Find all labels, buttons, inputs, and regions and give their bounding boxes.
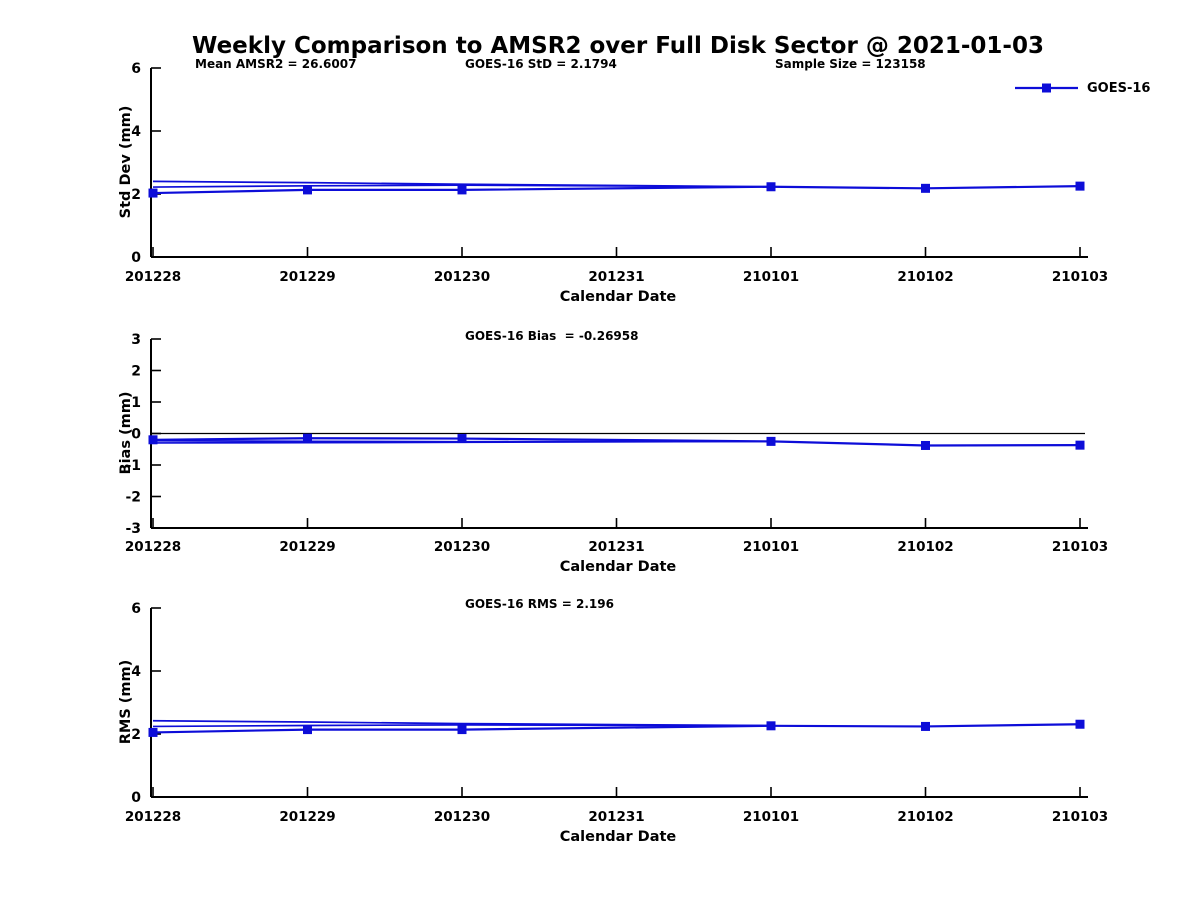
series-line <box>152 437 1081 447</box>
x-axis-title-2: Calendar Date <box>559 559 677 575</box>
x-tick-label: 201231 <box>588 539 644 555</box>
x-tick-label: 201228 <box>125 269 181 285</box>
y-tick-label: 1 <box>131 395 141 411</box>
data-point-marker <box>457 725 467 735</box>
stat-goes16-rms: GOES-16 RMS = 2.196 <box>465 597 614 611</box>
y-tick-label: 0 <box>131 250 141 266</box>
series-line <box>152 723 1081 734</box>
x-tick-label: 210103 <box>1052 539 1108 555</box>
data-point-marker <box>921 183 930 193</box>
data-point-marker <box>921 440 930 450</box>
y-axis-title-rms: RMS (mm) <box>118 659 134 745</box>
x-tick-label: 201231 <box>588 809 644 825</box>
x-tick-label: 210102 <box>897 809 953 825</box>
stat-sample-size: Sample Size = 123158 <box>775 57 926 71</box>
series-line <box>152 185 1081 195</box>
data-point-marker <box>303 185 312 195</box>
x-tick-label: 201228 <box>125 539 181 555</box>
y-tick-label: -1 <box>125 458 141 474</box>
y-tick-label: 6 <box>131 601 141 617</box>
y-axis-title-stddev: Std Dev (mm) <box>118 105 134 219</box>
y-tick-label: 3 <box>131 332 141 348</box>
x-tick-label: 201230 <box>434 539 490 555</box>
data-point-marker <box>457 434 467 444</box>
x-axis-title-1: Calendar Date <box>559 289 677 305</box>
stat-mean-amsr2: Mean AMSR2 = 26.6007 <box>195 57 357 71</box>
data-point-marker <box>148 727 158 737</box>
stat-goes16-bias: GOES-16 Bias = -0.26958 <box>465 329 639 343</box>
legend-marker <box>1042 83 1051 93</box>
data-point-marker <box>1075 719 1085 729</box>
x-axis-title-3: Calendar Date <box>559 829 677 845</box>
data-point-marker <box>303 433 312 443</box>
y-tick-label: 6 <box>131 61 141 77</box>
y-tick-label: 4 <box>131 124 141 140</box>
x-tick-label: 210103 <box>1052 269 1108 285</box>
data-point-marker <box>766 436 776 446</box>
x-tick-label: 210102 <box>897 269 953 285</box>
x-tick-label: 201228 <box>125 809 181 825</box>
data-point-marker <box>766 721 776 731</box>
x-tick-label: 210102 <box>897 539 953 555</box>
data-point-marker <box>457 185 467 195</box>
data-point-marker <box>303 725 312 735</box>
data-point-marker <box>1075 440 1085 450</box>
x-tick-label: 201229 <box>279 539 335 555</box>
data-point-marker <box>921 721 930 731</box>
x-tick-label: 201231 <box>588 269 644 285</box>
data-point-marker <box>766 182 776 192</box>
x-tick-label: 210101 <box>743 269 799 285</box>
x-tick-label: 201230 <box>434 269 490 285</box>
y-tick-label: 2 <box>131 364 141 380</box>
y-tick-label: -2 <box>125 490 141 506</box>
series-line <box>152 440 772 444</box>
y-tick-label: 2 <box>131 727 141 743</box>
series-line <box>152 180 772 188</box>
x-tick-label: 201229 <box>279 809 335 825</box>
stat-goes16-std: GOES-16 StD = 2.1794 <box>465 57 617 71</box>
y-tick-label: -3 <box>125 521 141 537</box>
series-line <box>152 719 772 727</box>
x-tick-label: 210101 <box>743 809 799 825</box>
data-point-marker <box>148 435 158 445</box>
x-tick-label: 210103 <box>1052 809 1108 825</box>
y-tick-label: 0 <box>131 427 141 443</box>
y-tick-label: 2 <box>131 187 141 203</box>
x-tick-label: 201229 <box>279 269 335 285</box>
y-axis-title-bias: Bias (mm) <box>118 391 134 475</box>
x-tick-label: 201230 <box>434 809 490 825</box>
legend-series-label: GOES-16 <box>1087 81 1151 96</box>
x-tick-label: 210101 <box>743 539 799 555</box>
y-tick-label: 0 <box>131 790 141 806</box>
data-point-marker <box>1075 181 1085 191</box>
y-tick-label: 4 <box>131 664 141 680</box>
data-point-marker <box>148 188 158 198</box>
chart-title: Weekly Comparison to AMSR2 over Full Dis… <box>192 33 1044 59</box>
